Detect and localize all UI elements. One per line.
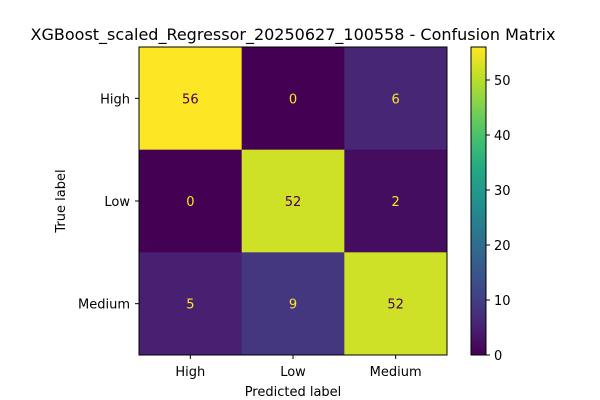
x-axis-ticks: High Low Medium [175, 355, 422, 380]
y-tick-label: High [100, 92, 130, 107]
chart-title: XGBoost_scaled_Regressor_20250627_100558… [31, 25, 556, 45]
heatmap-cell [241, 252, 345, 356]
cell-value-label: 6 [392, 92, 400, 107]
heatmap-cell [139, 47, 243, 151]
cell-value-label: 56 [182, 92, 199, 107]
heatmap-cell [344, 149, 448, 253]
heatmap-cell [344, 47, 448, 151]
cell-value-label: 52 [387, 298, 404, 313]
x-tick-label: Medium [370, 365, 422, 380]
y-axis-label: True label [54, 169, 69, 233]
colorbar-tick-label: 30 [494, 184, 511, 199]
y-tick-label: Low [104, 195, 130, 210]
heatmap-cell [241, 47, 345, 151]
colorbar-tick-label: 50 [494, 74, 511, 89]
colorbar-ticks: 0 10 20 30 40 50 [486, 74, 511, 364]
cell-value-label: 0 [289, 92, 297, 107]
heatmap-cells [139, 47, 448, 356]
colorbar-tick-label: 0 [494, 349, 502, 364]
cell-value-label: 52 [285, 195, 302, 210]
cell-value-label: 2 [392, 195, 400, 210]
heatmap-cell [344, 252, 448, 356]
heatmap-cell [241, 149, 345, 253]
colorbar-tick-label: 10 [494, 294, 511, 309]
x-axis-label: Predicted label [245, 385, 342, 400]
heatmap-cell [139, 252, 243, 356]
cell-value-label: 5 [186, 298, 194, 313]
colorbar [470, 46, 487, 356]
y-axis-ticks: High Low Medium [78, 92, 139, 313]
cell-value-label: 0 [186, 195, 194, 210]
cell-value-label: 9 [289, 298, 297, 313]
x-tick-label: Low [280, 365, 306, 380]
colorbar-tick-label: 40 [494, 129, 511, 144]
heatmap-cell [139, 149, 243, 253]
colorbar-tick-label: 20 [494, 239, 511, 254]
heatmap-cell-labels: 56 0 6 0 52 2 5 9 52 [182, 92, 404, 312]
y-tick-label: Medium [78, 298, 130, 313]
x-tick-label: High [175, 365, 205, 380]
